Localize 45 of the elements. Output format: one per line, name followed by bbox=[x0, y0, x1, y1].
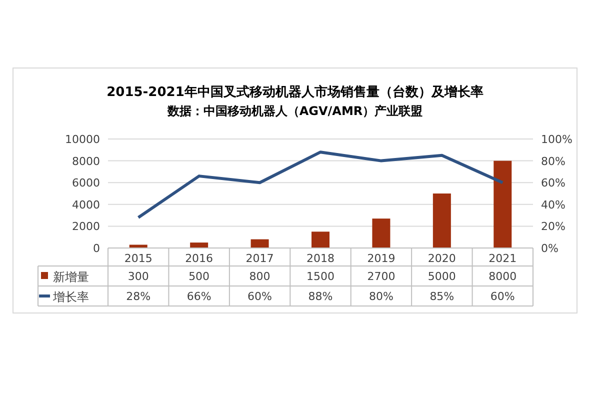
chart-title: 2015-2021年中国叉式移动机器人市场销售量（台数）及增长率 bbox=[106, 84, 484, 100]
data-label: 8000 bbox=[488, 270, 517, 283]
bar bbox=[432, 194, 451, 248]
y-tick-label: 8000 bbox=[72, 154, 100, 168]
y2-tick-label: 40% bbox=[541, 198, 566, 212]
data-label: 5000 bbox=[428, 270, 456, 283]
data-label: 60% bbox=[490, 290, 515, 303]
data-label: 2700 bbox=[367, 270, 396, 283]
y2-tick-label: 20% bbox=[541, 220, 566, 234]
bar bbox=[129, 244, 148, 248]
x-tick-label: 2016 bbox=[185, 252, 214, 265]
x-tick-label: 2019 bbox=[367, 252, 396, 265]
y2-tick-label: 80% bbox=[541, 154, 566, 168]
y-tick-label: 0 bbox=[93, 242, 100, 255]
data-label: 1500 bbox=[306, 270, 334, 283]
legend-label: 增长率 bbox=[52, 290, 89, 304]
data-label: 28% bbox=[126, 290, 151, 303]
y-tick-label: 2000 bbox=[72, 220, 100, 234]
bar bbox=[372, 218, 390, 248]
bar bbox=[494, 160, 512, 248]
y2-tick-label: 60% bbox=[541, 176, 566, 190]
data-label: 60% bbox=[248, 290, 272, 303]
x-tick-label: 2015 bbox=[124, 252, 152, 265]
data-label: 66% bbox=[186, 290, 212, 303]
data-label: 80% bbox=[368, 290, 394, 303]
line-series bbox=[136, 150, 504, 219]
data-label: 88% bbox=[308, 290, 333, 303]
bar bbox=[190, 242, 208, 248]
x-tick-label: 2018 bbox=[306, 252, 334, 265]
bar bbox=[250, 239, 269, 248]
legend-label: 新增量 bbox=[53, 270, 89, 284]
x-tick-label: 2017 bbox=[246, 252, 274, 265]
data-label: 500 bbox=[188, 270, 210, 283]
chart-subtitle: 数据：中国移动机器人（AGV/AMR）产业联盟 bbox=[166, 104, 423, 118]
y2-tick-label: 100% bbox=[541, 133, 572, 146]
data-label: 800 bbox=[249, 270, 270, 283]
data-label: 85% bbox=[430, 290, 454, 303]
data-label: 300 bbox=[128, 270, 149, 283]
bar bbox=[312, 232, 330, 248]
x-tick-label: 2021 bbox=[488, 252, 517, 265]
y-tick-label: 6000 bbox=[72, 176, 100, 190]
x-tick-label: 2020 bbox=[428, 252, 456, 265]
y2-tick-label: 0% bbox=[541, 242, 558, 255]
y-tick-label: 4000 bbox=[72, 198, 100, 212]
y-tick-label: 10000 bbox=[65, 133, 100, 146]
